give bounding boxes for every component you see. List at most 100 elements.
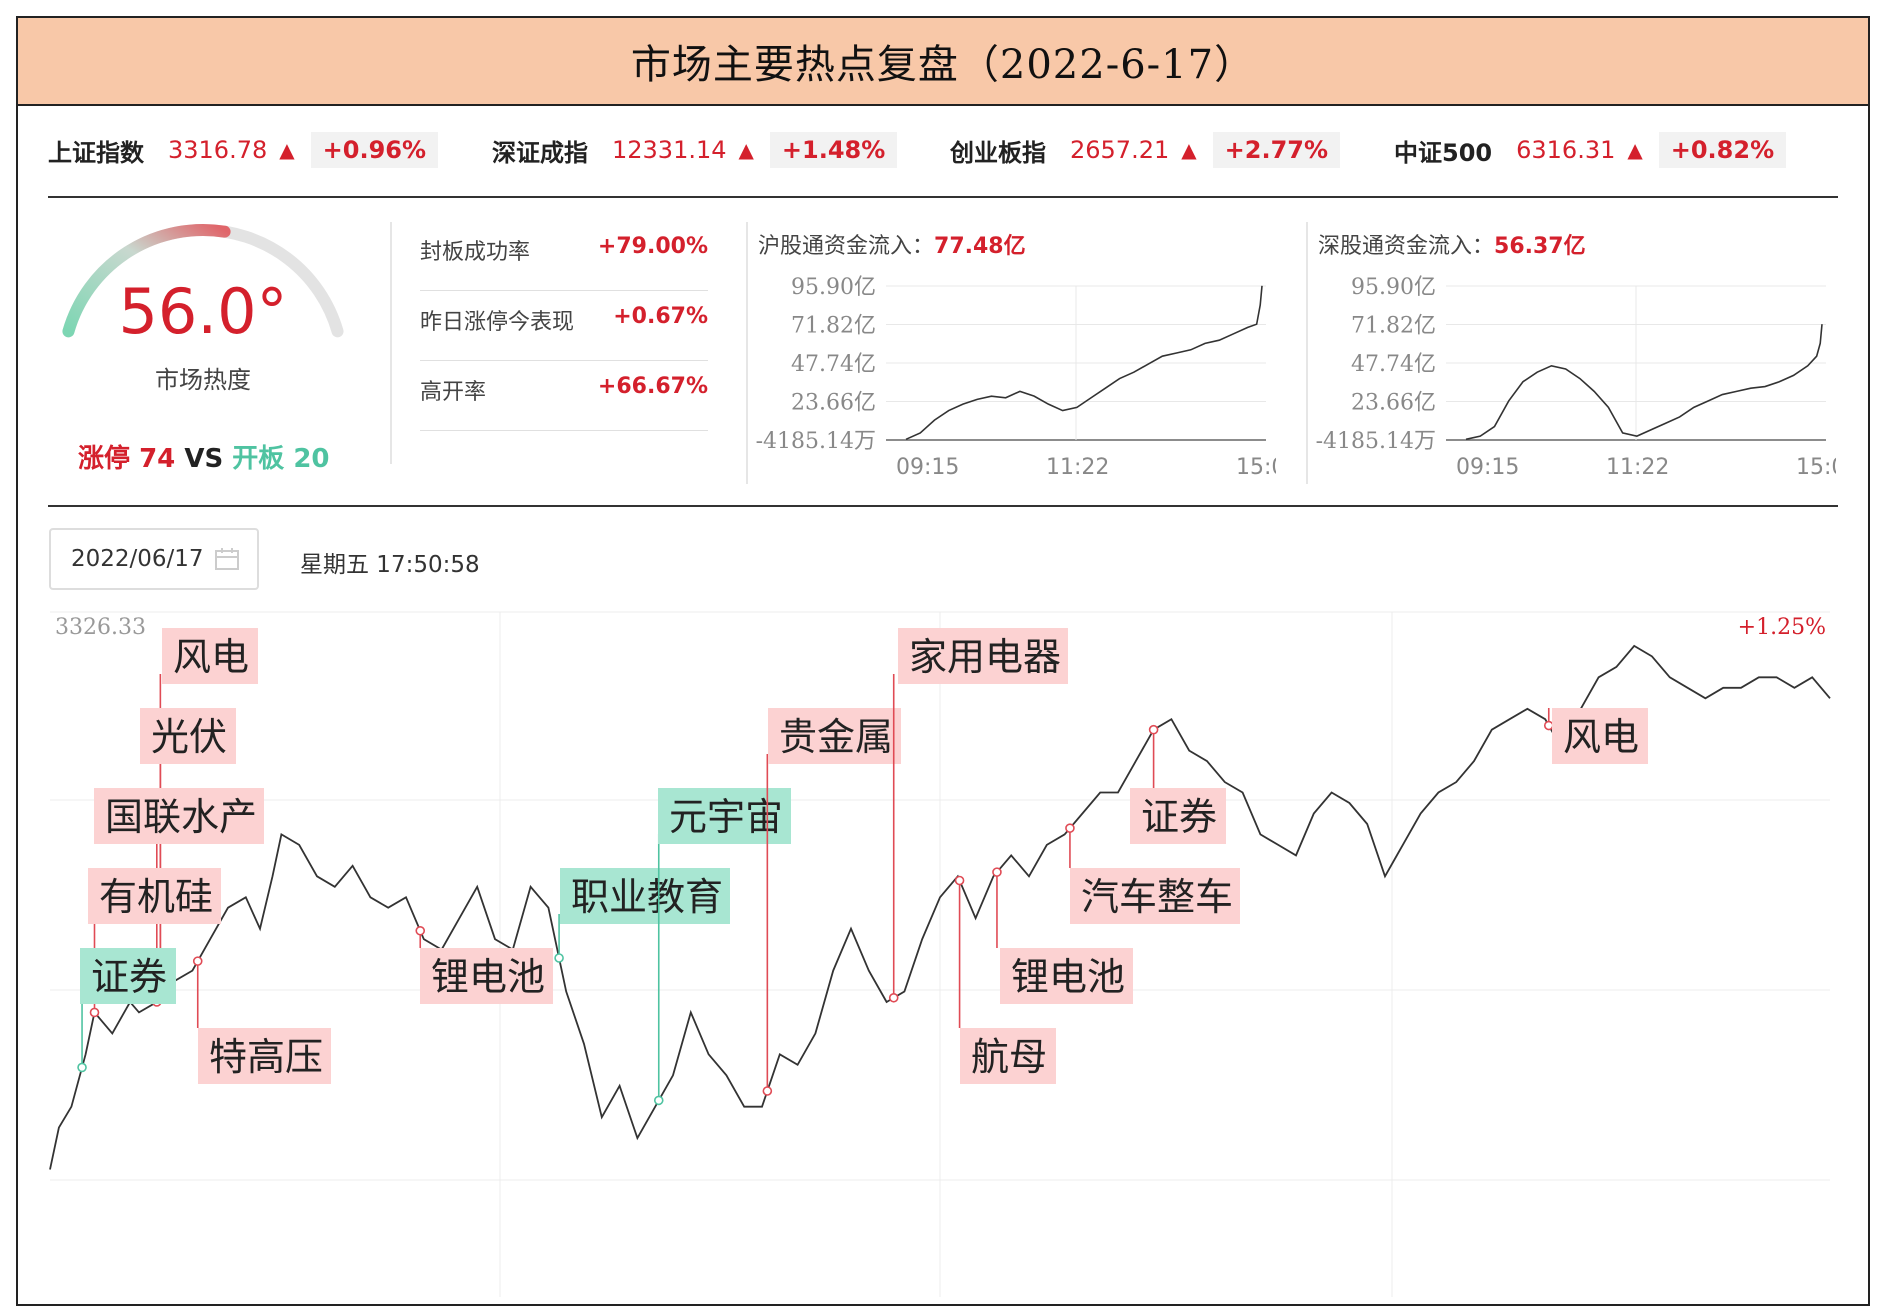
tag-box bbox=[1552, 708, 1648, 764]
y-tick-label: 23.66亿 bbox=[791, 391, 876, 416]
tag-box bbox=[198, 1028, 331, 1084]
gauge-fill bbox=[62, 224, 231, 338]
report-title: 市场主要热点复盘（2022-6-17） bbox=[630, 42, 1256, 88]
tag-anchor-dot bbox=[1148, 724, 1159, 735]
tag-label: 锂电池 bbox=[431, 955, 545, 999]
gauge-label: 市场热度 bbox=[155, 366, 251, 394]
stat-label: 昨日涨停今表现 bbox=[420, 310, 575, 335]
hk-sz-flow-title: 深股通资金流入：56.37亿 bbox=[1318, 228, 1586, 260]
x-tick-label: 09:15 bbox=[896, 455, 959, 480]
tag-label: 家用电器 bbox=[909, 635, 1061, 679]
tag-label: 光伏 bbox=[151, 715, 227, 759]
up-arrow-icon: ▲ bbox=[738, 138, 754, 162]
up-arrow-icon: ▲ bbox=[1627, 138, 1643, 162]
tag-label: 职业教育 bbox=[571, 875, 723, 919]
tag-box bbox=[140, 708, 236, 764]
stat-seal-rate: 封板成功率 +79.00% bbox=[420, 220, 708, 291]
divider bbox=[48, 505, 1838, 507]
hk-sh-flow-title: 沪股通资金流入：77.48亿 bbox=[758, 228, 1026, 260]
divider bbox=[390, 222, 392, 464]
tag-anchor-dot bbox=[1543, 720, 1554, 731]
top-value-label: 3326.33 bbox=[55, 615, 146, 640]
flow-value: 56.37亿 bbox=[1494, 234, 1586, 259]
x-tick-label: 15:00 bbox=[1236, 455, 1276, 480]
index-chinext[interactable]: 创业板指 2657.21 ▲ +2.77% bbox=[950, 130, 1341, 170]
y-tick-label: 47.74亿 bbox=[1351, 352, 1436, 377]
tag-anchor-dot bbox=[192, 956, 203, 966]
divider bbox=[746, 222, 748, 484]
tag-anchor-dot bbox=[992, 867, 1002, 877]
y-tick-label: 71.82亿 bbox=[791, 314, 876, 339]
index-series-line bbox=[49, 644, 1831, 1170]
tag-anchor-dot bbox=[762, 1086, 773, 1096]
index-bar: 上证指数 3316.78 ▲ +0.96% 深证成指 12331.14 ▲ +1… bbox=[48, 130, 1838, 170]
tag-box bbox=[420, 948, 553, 1004]
index-value: 2657.21 bbox=[1070, 136, 1170, 164]
limit-summary: 涨停 74 VS 开板 20 bbox=[78, 438, 330, 475]
tag-label: 风电 bbox=[173, 635, 249, 679]
up-arrow-icon: ▲ bbox=[279, 138, 295, 162]
tag-label: 证券 bbox=[91, 955, 167, 999]
stat-value: +0.67% bbox=[613, 304, 708, 329]
flow-series-line bbox=[905, 285, 1263, 441]
tag-label: 风电 bbox=[1563, 715, 1639, 759]
index-value: 6316.31 bbox=[1516, 136, 1616, 164]
index-name: 深证成指 bbox=[492, 138, 588, 167]
change-label: +1.25% bbox=[1738, 615, 1826, 640]
date-value: 2022/06/17 bbox=[71, 546, 204, 572]
y-tick-label: -4185.14万 bbox=[1316, 429, 1436, 454]
stat-high-open-rate: 高开率 +66.67% bbox=[420, 360, 708, 431]
tag-box bbox=[1000, 948, 1133, 1004]
index-value: 12331.14 bbox=[612, 136, 727, 164]
up-arrow-icon: ▲ bbox=[1181, 138, 1197, 162]
hk-sh-flow-chart: 95.90亿 71.82亿 47.74亿 23.66亿 -4185.14万 09:15 11… bbox=[756, 275, 1276, 480]
weekday-time: 星期五 17:50:58 bbox=[300, 552, 480, 578]
y-tick-label: 95.90亿 bbox=[1351, 275, 1436, 300]
stat-label: 封板成功率 bbox=[420, 240, 531, 265]
index-csi500[interactable]: 中证500 6316.31 ▲ +0.82% bbox=[1394, 130, 1787, 170]
flow-label: 沪股通资金流入： bbox=[758, 234, 935, 259]
tag-anchor-dot bbox=[415, 925, 426, 936]
stat-value: +66.67% bbox=[597, 374, 708, 399]
tag-box bbox=[960, 1028, 1056, 1084]
x-tick-label: 15:00 bbox=[1796, 455, 1836, 480]
tag-box bbox=[80, 948, 176, 1004]
tag-label: 汽车整车 bbox=[1081, 875, 1233, 919]
report-title-bar: 市场主要热点复盘（2022-6-17） bbox=[16, 16, 1870, 106]
open-board-label: 开板 bbox=[232, 444, 285, 474]
tag-box bbox=[88, 868, 221, 924]
tag-box bbox=[560, 868, 730, 924]
index-name: 中证500 bbox=[1394, 138, 1493, 167]
tag-anchor-dot bbox=[89, 1007, 100, 1018]
limit-up-count: 74 bbox=[139, 444, 176, 474]
index-shenzhen[interactable]: 深证成指 12331.14 ▲ +1.48% bbox=[492, 130, 898, 170]
tag-label: 贵金属 bbox=[779, 715, 893, 759]
vs-label: VS bbox=[184, 444, 224, 474]
tag-anchor-dot bbox=[1065, 823, 1075, 833]
calendar-icon[interactable] bbox=[214, 547, 240, 571]
tag-box bbox=[1130, 788, 1226, 844]
tag-box bbox=[658, 788, 791, 844]
tag-anchor-dot bbox=[888, 992, 899, 1003]
tag-anchor-dot bbox=[77, 1062, 87, 1073]
tag-label: 证券 bbox=[1141, 795, 1217, 839]
tag-label: 航母 bbox=[971, 1035, 1047, 1079]
index-change: +0.82% bbox=[1658, 132, 1787, 168]
index-name: 创业板指 bbox=[950, 138, 1046, 167]
y-tick-label: 23.66亿 bbox=[1351, 391, 1436, 416]
stat-yesterday-limitup: 昨日涨停今表现 +0.67% bbox=[420, 290, 708, 361]
market-heat-gauge: 56.0° 市场热度 涨停 74 VS 开板 20 bbox=[48, 210, 368, 480]
index-change: +2.77% bbox=[1212, 132, 1341, 168]
tag-anchor-dot bbox=[554, 953, 564, 963]
hk-sz-flow-chart: 95.90亿 71.82亿 47.74亿 23.66亿 -4185.14万 09:15 11… bbox=[1316, 275, 1836, 480]
tag-box bbox=[1070, 868, 1240, 924]
date-picker[interactable]: 2022/06/17 bbox=[49, 528, 259, 590]
index-value: 3316.78 bbox=[168, 136, 268, 164]
stat-value: +79.00% bbox=[597, 234, 708, 259]
intraday-index-chart: 3326.33 +1.25%风电光伏国联水产有机硅证券特高压锂电池职业教育元宇宙贵… bbox=[49, 611, 1831, 1297]
tag-label: 元宇宙 bbox=[669, 795, 783, 839]
open-board-count: 20 bbox=[293, 444, 330, 474]
index-shanghai[interactable]: 上证指数 3316.78 ▲ +0.96% bbox=[48, 130, 439, 170]
tag-label: 国联水产 bbox=[105, 795, 257, 839]
y-tick-label: 71.82亿 bbox=[1351, 314, 1436, 339]
